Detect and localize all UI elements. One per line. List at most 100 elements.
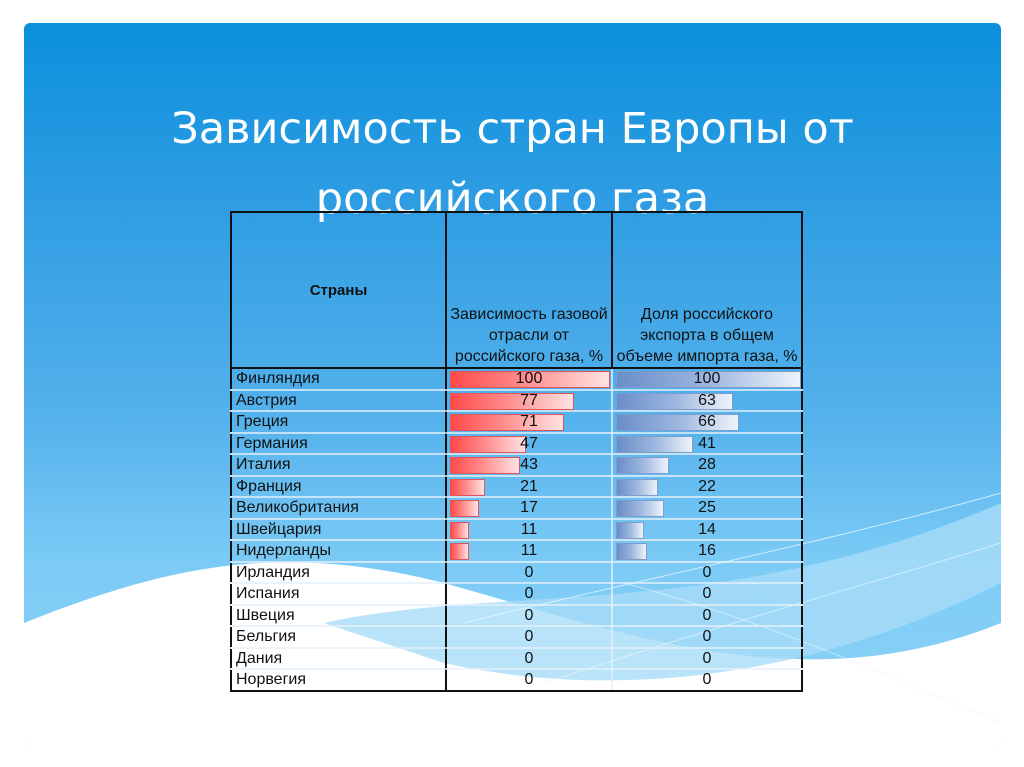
- country-cell: Финляндия: [231, 368, 447, 391]
- gas-dependence-table: Страны Зависимость газовой отрасли от ро…: [230, 211, 803, 692]
- share-cell: 100: [612, 368, 802, 391]
- country-cell: Норвегия: [231, 669, 447, 692]
- share-cell: 0: [612, 561, 802, 584]
- table-row: Франция 21 22: [231, 475, 802, 498]
- share-cell: 14: [612, 518, 802, 541]
- dependence-cell: 17: [446, 497, 613, 520]
- dependence-cell: 77: [446, 389, 613, 412]
- share-cell: 0: [612, 604, 802, 627]
- share-value: 0: [702, 628, 712, 646]
- share-data-bar: [616, 500, 664, 517]
- dependence-data-bar: [450, 500, 479, 517]
- share-value: 16: [698, 542, 716, 560]
- share-cell: 41: [612, 432, 802, 455]
- share-value: 28: [698, 456, 716, 474]
- table-row: Швеция 0 0: [231, 604, 802, 627]
- dependence-value: 17: [520, 499, 538, 517]
- table-row: Нидерланды 11 16: [231, 540, 802, 563]
- table-body: Финляндия 100 100 Австрия 77 63 Греция 71 66 Герм…: [231, 368, 802, 692]
- dependence-cell: 0: [446, 561, 613, 584]
- share-cell: 25: [612, 497, 802, 520]
- header-dependence: Зависимость газовой отрасли от российско…: [446, 212, 613, 369]
- share-cell: 0: [612, 647, 802, 670]
- dependence-value: 43: [520, 456, 538, 474]
- table-row: Дания 0 0: [231, 647, 802, 670]
- dependence-cell: 11: [446, 518, 613, 541]
- share-cell: 0: [612, 669, 802, 692]
- dependence-value: 100: [515, 370, 543, 388]
- dependence-value: 11: [520, 520, 538, 538]
- share-data-bar: [616, 521, 644, 539]
- dependence-value: 0: [524, 628, 534, 646]
- dependence-cell: 43: [446, 454, 613, 477]
- dependence-cell: 11: [446, 540, 613, 563]
- country-cell: Франция: [231, 475, 447, 498]
- share-value: 0: [702, 671, 712, 689]
- country-cell: Испания: [231, 583, 447, 606]
- country-cell: Греция: [231, 411, 447, 434]
- dependence-value: 0: [524, 649, 534, 667]
- dependence-value: 21: [520, 477, 538, 495]
- share-data-bar: [616, 414, 739, 431]
- table-row: Финляндия 100 100: [231, 368, 802, 391]
- dependence-value: 47: [520, 434, 538, 452]
- country-cell: Германия: [231, 432, 447, 455]
- share-cell: 63: [612, 389, 802, 412]
- share-value: 63: [698, 391, 716, 409]
- share-data-bar: [616, 543, 648, 560]
- share-data-bar: [616, 392, 734, 410]
- dependence-cell: 47: [446, 432, 613, 455]
- share-value: 0: [702, 606, 712, 624]
- country-cell: Италия: [231, 454, 447, 477]
- dependence-data-bar: [450, 478, 486, 496]
- share-value: 0: [702, 585, 712, 603]
- dependence-data-bar: [450, 414, 565, 431]
- share-cell: 28: [612, 454, 802, 477]
- dependence-cell: 0: [446, 669, 613, 692]
- share-cell: 0: [612, 626, 802, 649]
- header-share: Доля российского экспорта в общем объеме…: [612, 212, 802, 369]
- dependence-value: 0: [524, 606, 534, 624]
- share-value: 100: [693, 370, 721, 388]
- table-header-row: Страны Зависимость газовой отрасли от ро…: [231, 212, 802, 369]
- share-value: 66: [698, 413, 716, 431]
- dependence-data-bar: [450, 392, 574, 410]
- dependence-cell: 0: [446, 626, 613, 649]
- table-row: Бельгия 0 0: [231, 626, 802, 649]
- dependence-value: 0: [524, 563, 534, 581]
- dependence-data-bar: [450, 435, 527, 453]
- share-value: 41: [698, 434, 716, 452]
- share-cell: 0: [612, 583, 802, 606]
- share-data-bar: [616, 435, 694, 453]
- country-cell: Ирландия: [231, 561, 447, 584]
- share-value: 0: [702, 649, 712, 667]
- dependence-value: 11: [520, 542, 538, 560]
- country-cell: Австрия: [231, 389, 447, 412]
- country-cell: Великобритания: [231, 497, 447, 520]
- country-cell: Швейцария: [231, 518, 447, 541]
- dependence-data-bar: [450, 521, 470, 539]
- share-data-bar: [616, 457, 670, 474]
- dependence-cell: 0: [446, 604, 613, 627]
- dependence-cell: 0: [446, 583, 613, 606]
- country-cell: Дания: [231, 647, 447, 670]
- share-value: 0: [702, 563, 712, 581]
- share-value: 22: [698, 477, 716, 495]
- gas-dependence-table-container: Страны Зависимость газовой отрасли от ро…: [230, 211, 803, 692]
- share-data-bar: [616, 371, 801, 388]
- table-row: Ирландия 0 0: [231, 561, 802, 584]
- dependence-value: 71: [520, 413, 538, 431]
- slide: Зависимость стран Европы от российского …: [24, 23, 1001, 745]
- dependence-data-bar: [450, 371, 610, 388]
- share-cell: 22: [612, 475, 802, 498]
- table-row: Италия 43 28: [231, 454, 802, 477]
- country-cell: Нидерланды: [231, 540, 447, 563]
- dependence-data-bar: [450, 457, 520, 474]
- dependence-cell: 0: [446, 647, 613, 670]
- share-cell: 16: [612, 540, 802, 563]
- table-row: Великобритания 17 25: [231, 497, 802, 520]
- table-row: Норвегия 0 0: [231, 669, 802, 692]
- title-line-1: Зависимость стран Европы от: [171, 103, 854, 154]
- country-cell: Бельгия: [231, 626, 447, 649]
- dependence-cell: 71: [446, 411, 613, 434]
